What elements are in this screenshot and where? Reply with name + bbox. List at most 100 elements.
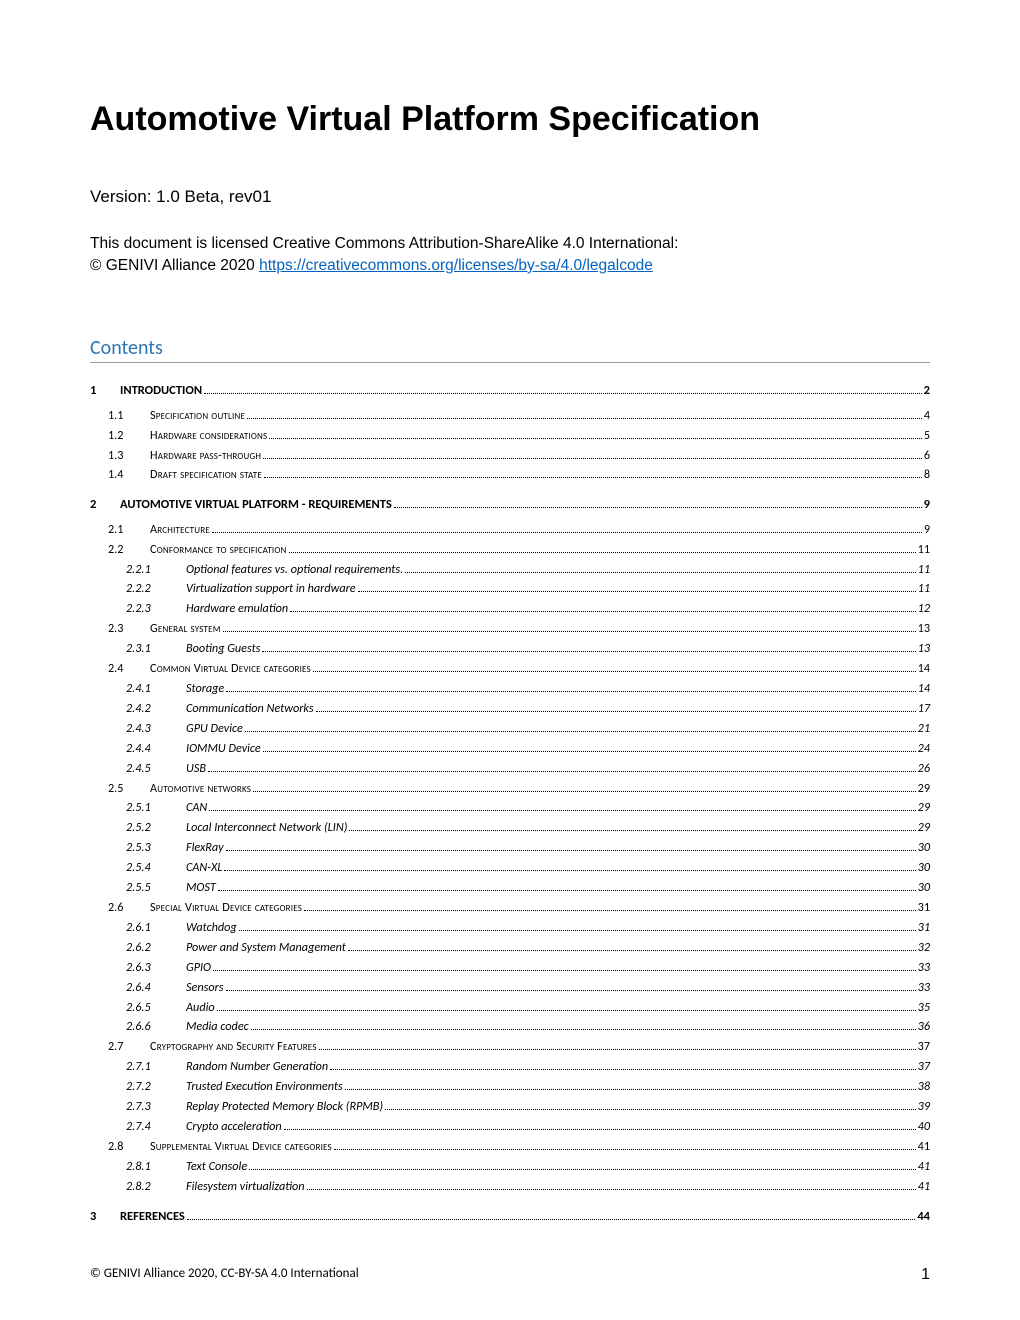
toc-page: 38 xyxy=(918,1078,930,1097)
toc-entry[interactable]: 2.7.3Replay Protected Memory Block (RPMB… xyxy=(90,1098,930,1117)
toc-entry[interactable]: 2.4.2Communication Networks 17 xyxy=(90,700,930,719)
toc-entry[interactable]: 2.6.5Audio 35 xyxy=(90,999,930,1018)
document-version: Version: 1.0 Beta, rev01 xyxy=(90,187,930,207)
toc-page: 14 xyxy=(918,680,930,699)
toc-label: Filesystem virtualization xyxy=(186,1178,305,1197)
toc-number: 2.6.6 xyxy=(126,1018,186,1037)
toc-entry[interactable]: 2.5.4CAN-XL 30 xyxy=(90,859,930,878)
toc-leader xyxy=(289,552,916,553)
toc-page: 4 xyxy=(924,407,930,426)
toc-label: Random Number Generation xyxy=(186,1058,328,1077)
toc-label: Communication Networks xyxy=(186,700,314,719)
toc-number: 2.8.2 xyxy=(126,1178,186,1197)
toc-entry[interactable]: 2.5.2Local Interconnect Network (LIN) 29 xyxy=(90,819,930,838)
toc-entry[interactable]: 1.3Hardware pass-through 6 xyxy=(90,447,930,466)
toc-number: 2.3 xyxy=(108,620,150,639)
toc-entry[interactable]: 2.2.1Optional features vs. optional requ… xyxy=(90,561,930,580)
toc-leader xyxy=(348,950,916,951)
toc-entry[interactable]: 2.6.6Media codec 36 xyxy=(90,1018,930,1037)
toc-entry[interactable]: 2.7.4Crypto acceleration 40 xyxy=(90,1118,930,1137)
toc-entry[interactable]: 2.7Cryptography and Security Features 37 xyxy=(90,1038,930,1057)
toc-number: 2.7.2 xyxy=(126,1078,186,1097)
toc-page: 14 xyxy=(918,660,930,679)
toc-page: 5 xyxy=(924,427,930,446)
toc-label: Optional features vs. optional requireme… xyxy=(186,561,403,580)
toc-label: Crypto acceleration xyxy=(186,1118,282,1137)
toc-leader xyxy=(226,691,915,692)
toc-number: 2.6.1 xyxy=(126,919,186,938)
toc-entry[interactable]: 2.8.2Filesystem virtualization 41 xyxy=(90,1178,930,1197)
toc-entry[interactable]: 2.5.1CAN 29 xyxy=(90,799,930,818)
toc-entry[interactable]: 2.3.1Booting Guests 13 xyxy=(90,640,930,659)
toc-entry[interactable]: 2.1Architecture 9 xyxy=(90,521,930,540)
toc-leader xyxy=(226,850,916,851)
toc-label: Power and System Management xyxy=(186,939,346,958)
toc-label: Storage xyxy=(186,680,224,699)
toc-label: Cryptography and Security Features xyxy=(150,1038,317,1057)
toc-leader xyxy=(223,631,916,632)
license-link[interactable]: https://creativecommons.org/licenses/by-… xyxy=(259,257,653,274)
toc-leader xyxy=(284,1129,916,1130)
toc-entry[interactable]: 2.3General system 13 xyxy=(90,620,930,639)
toc-leader xyxy=(349,830,915,831)
toc-number: 2.5.1 xyxy=(126,799,186,818)
toc-entry[interactable]: 2.5Automotive networks 29 xyxy=(90,780,930,799)
toc-page: 26 xyxy=(918,760,930,779)
toc-entry[interactable]: 1.2Hardware considerations 5 xyxy=(90,427,930,446)
toc-leader xyxy=(405,572,915,573)
toc-label: Virtualization support in hardware xyxy=(186,580,356,599)
toc-number: 2.8 xyxy=(108,1138,150,1157)
toc-entry[interactable]: 2.4.1Storage 14 xyxy=(90,680,930,699)
toc-label: Local Interconnect Network (LIN) xyxy=(186,819,347,838)
toc-page: 11 xyxy=(918,541,930,560)
toc-page: 29 xyxy=(918,799,930,818)
toc-entry[interactable]: 2.4.3GPU Device 21 xyxy=(90,720,930,739)
toc-leader xyxy=(385,1109,916,1110)
toc-entry[interactable]: 2.8Supplemental Virtual Device categorie… xyxy=(90,1138,930,1157)
toc-entry[interactable]: 3References 44 xyxy=(90,1207,930,1226)
toc-number: 2.2.3 xyxy=(126,600,186,619)
toc-number: 2.5.4 xyxy=(126,859,186,878)
toc-entry[interactable]: 2.7.1Random Number Generation 37 xyxy=(90,1058,930,1077)
toc-entry[interactable]: 2.6Special Virtual Device categories 31 xyxy=(90,899,930,918)
toc-label: Hardware emulation xyxy=(186,600,288,619)
toc-page: 37 xyxy=(918,1038,930,1057)
toc-label: Sensors xyxy=(186,979,224,998)
toc-label: General system xyxy=(150,620,221,639)
toc-entry[interactable]: 1.4Draft specification state 8 xyxy=(90,466,930,485)
toc-page: 31 xyxy=(918,899,930,918)
toc-entry[interactable]: 1.1Specification outline 4 xyxy=(90,407,930,426)
toc-page: 36 xyxy=(918,1018,930,1037)
toc-leader xyxy=(249,1169,916,1170)
toc-number: 2.5.2 xyxy=(126,819,186,838)
toc-leader xyxy=(239,930,916,931)
toc-number: 2.6.3 xyxy=(126,959,186,978)
toc-entry[interactable]: 2.6.4Sensors 33 xyxy=(90,979,930,998)
toc-leader xyxy=(245,731,916,732)
toc-number: 2.7 xyxy=(108,1038,150,1057)
toc-leader xyxy=(290,611,916,612)
toc-entry[interactable]: 2.2Conformance to specification 11 xyxy=(90,541,930,560)
toc-leader xyxy=(226,990,916,991)
toc-leader xyxy=(217,1010,916,1011)
toc-entry[interactable]: 2.4.5USB 26 xyxy=(90,760,930,779)
toc-entry[interactable]: 1Introduction 2 xyxy=(90,381,930,400)
toc-entry[interactable]: 2.6.1Watchdog 31 xyxy=(90,919,930,938)
toc-label: FlexRay xyxy=(186,839,224,858)
toc-label: Text Console xyxy=(186,1158,247,1177)
toc-entry[interactable]: 2Automotive Virtual Platform - Requireme… xyxy=(90,495,930,514)
toc-entry[interactable]: 2.4.4IOMMU Device 24 xyxy=(90,740,930,759)
toc-page: 41 xyxy=(918,1158,930,1177)
toc-page: 11 xyxy=(918,580,930,599)
toc-label: Automotive Virtual Platform - Requiremen… xyxy=(120,495,392,514)
toc-entry[interactable]: 2.7.2Trusted Execution Environments 38 xyxy=(90,1078,930,1097)
toc-entry[interactable]: 2.5.5MOST 30 xyxy=(90,879,930,898)
toc-entry[interactable]: 2.2.2Virtualization support in hardware … xyxy=(90,580,930,599)
toc-entry[interactable]: 2.6.3GPIO 33 xyxy=(90,959,930,978)
toc-entry[interactable]: 2.8.1Text Console 41 xyxy=(90,1158,930,1177)
toc-entry[interactable]: 2.6.2Power and System Management 32 xyxy=(90,939,930,958)
footer-page-number: 1 xyxy=(921,1266,930,1284)
toc-entry[interactable]: 2.5.3FlexRay 30 xyxy=(90,839,930,858)
toc-entry[interactable]: 2.4Common Virtual Device categories 14 xyxy=(90,660,930,679)
toc-entry[interactable]: 2.2.3Hardware emulation 12 xyxy=(90,600,930,619)
